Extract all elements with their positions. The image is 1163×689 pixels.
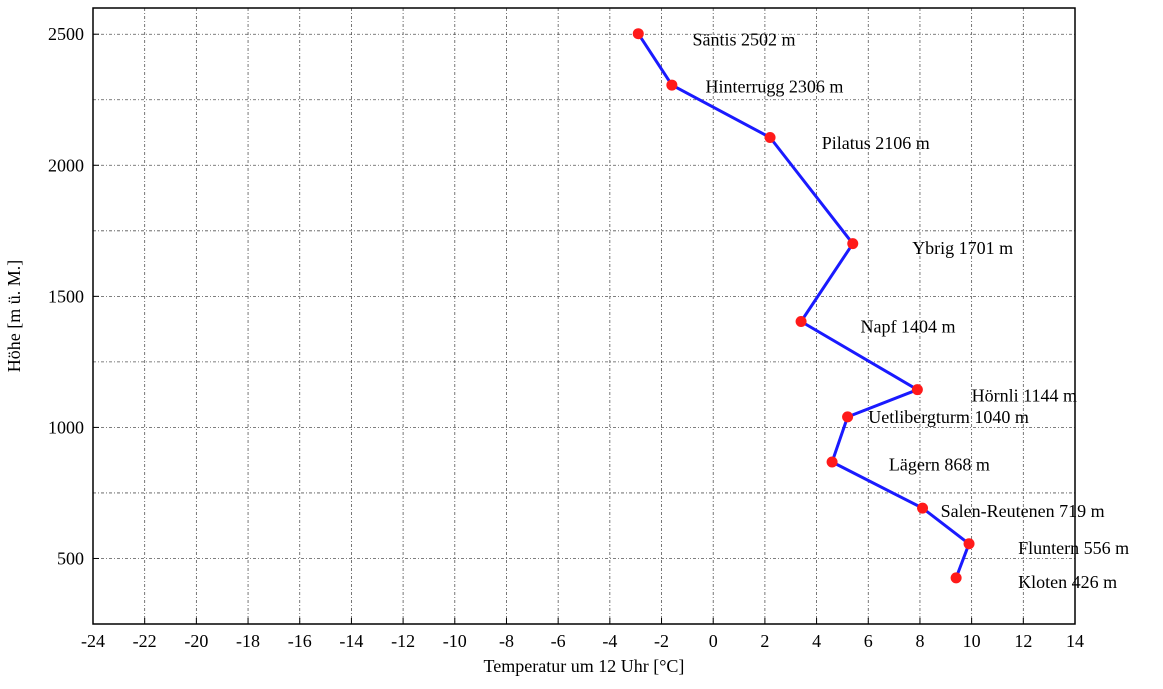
x-tick-label: -20 — [184, 631, 208, 651]
point-label: Ybrig 1701 m — [912, 238, 1013, 258]
series-line — [637, 32, 971, 579]
y-tick-label: 1500 — [48, 286, 84, 306]
data-point — [917, 502, 929, 514]
grid — [93, 8, 1075, 624]
data-point — [911, 384, 923, 396]
x-tick-label: -22 — [133, 631, 157, 651]
data-point — [632, 28, 644, 40]
x-tick-label: -8 — [499, 631, 514, 651]
point-label: Lägern 868 m — [889, 455, 990, 475]
data-point — [666, 79, 678, 91]
x-tick-label: -4 — [602, 631, 617, 651]
x-tick-label: 12 — [1014, 631, 1032, 651]
y-tick-label: 2500 — [48, 24, 84, 44]
point-labels: Säntis 2502 m Hinterrugg 2306 m Pilatus 21… — [693, 29, 1130, 592]
series — [632, 28, 975, 584]
x-axis-title: Temperatur um 12 Uhr [°C] — [484, 656, 685, 676]
point-label: Hörnli 1144 m — [972, 385, 1077, 405]
x-tick-label: -2 — [654, 631, 669, 651]
plot-frame — [92, 7, 1076, 625]
data-point — [764, 131, 776, 143]
x-tick-label: 10 — [963, 631, 981, 651]
data-point — [950, 572, 962, 584]
point-label: Kloten 426 m — [1018, 572, 1117, 592]
data-point — [963, 538, 975, 550]
x-tick-label: 0 — [709, 631, 718, 651]
x-tick-label: -16 — [288, 631, 312, 651]
x-tick-label: 2 — [760, 631, 769, 651]
data-point — [826, 456, 838, 468]
point-label: Pilatus 2106 m — [822, 133, 930, 153]
point-label: Hinterrugg 2306 m — [705, 77, 843, 97]
point-label: Säntis 2502 m — [693, 29, 796, 49]
x-tick-label: -6 — [551, 631, 566, 651]
y-tick-label: 2000 — [48, 155, 84, 175]
point-label: Salen-Reutenen 719 m — [941, 501, 1105, 521]
x-tick-label: 14 — [1066, 631, 1084, 651]
x-tick-label: 8 — [915, 631, 924, 651]
point-label: Uetlibergturm 1040 m — [868, 407, 1029, 427]
data-point — [842, 411, 854, 423]
y-tick-label: 500 — [57, 548, 84, 568]
x-tick-label: -14 — [339, 631, 363, 651]
x-tick-label: -10 — [443, 631, 467, 651]
point-label: Napf 1404 m — [861, 316, 956, 336]
y-tick-label: 1000 — [48, 417, 84, 437]
data-point — [847, 238, 859, 250]
x-tick-label: -18 — [236, 631, 260, 651]
x-tick-label: 4 — [812, 631, 821, 651]
x-tick-label: -12 — [391, 631, 415, 651]
data-point — [795, 316, 807, 328]
point-label: Fluntern 556 m — [1018, 538, 1129, 558]
x-tick-label: 6 — [864, 631, 873, 651]
x-tick-label: -24 — [81, 631, 105, 651]
axis-ticks: -24 -22 -20 -18 -16 -14 -12 -10 -8 -6 -4 -2 0 2 4 6 8 10 1… — [48, 24, 1084, 651]
y-axis-title: Höhe [m ü. M.] — [4, 260, 24, 372]
